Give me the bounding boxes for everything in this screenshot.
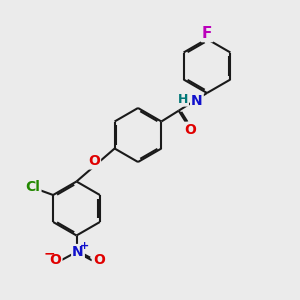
Text: Cl: Cl xyxy=(26,180,40,194)
Text: O: O xyxy=(50,254,61,267)
Text: +: + xyxy=(80,241,89,251)
Text: H: H xyxy=(178,93,188,106)
Text: −: − xyxy=(44,247,55,261)
Text: O: O xyxy=(185,123,197,137)
Text: N: N xyxy=(72,245,84,259)
Text: F: F xyxy=(202,26,212,41)
Text: O: O xyxy=(93,254,105,267)
Text: N: N xyxy=(191,94,203,108)
Text: O: O xyxy=(88,154,100,168)
